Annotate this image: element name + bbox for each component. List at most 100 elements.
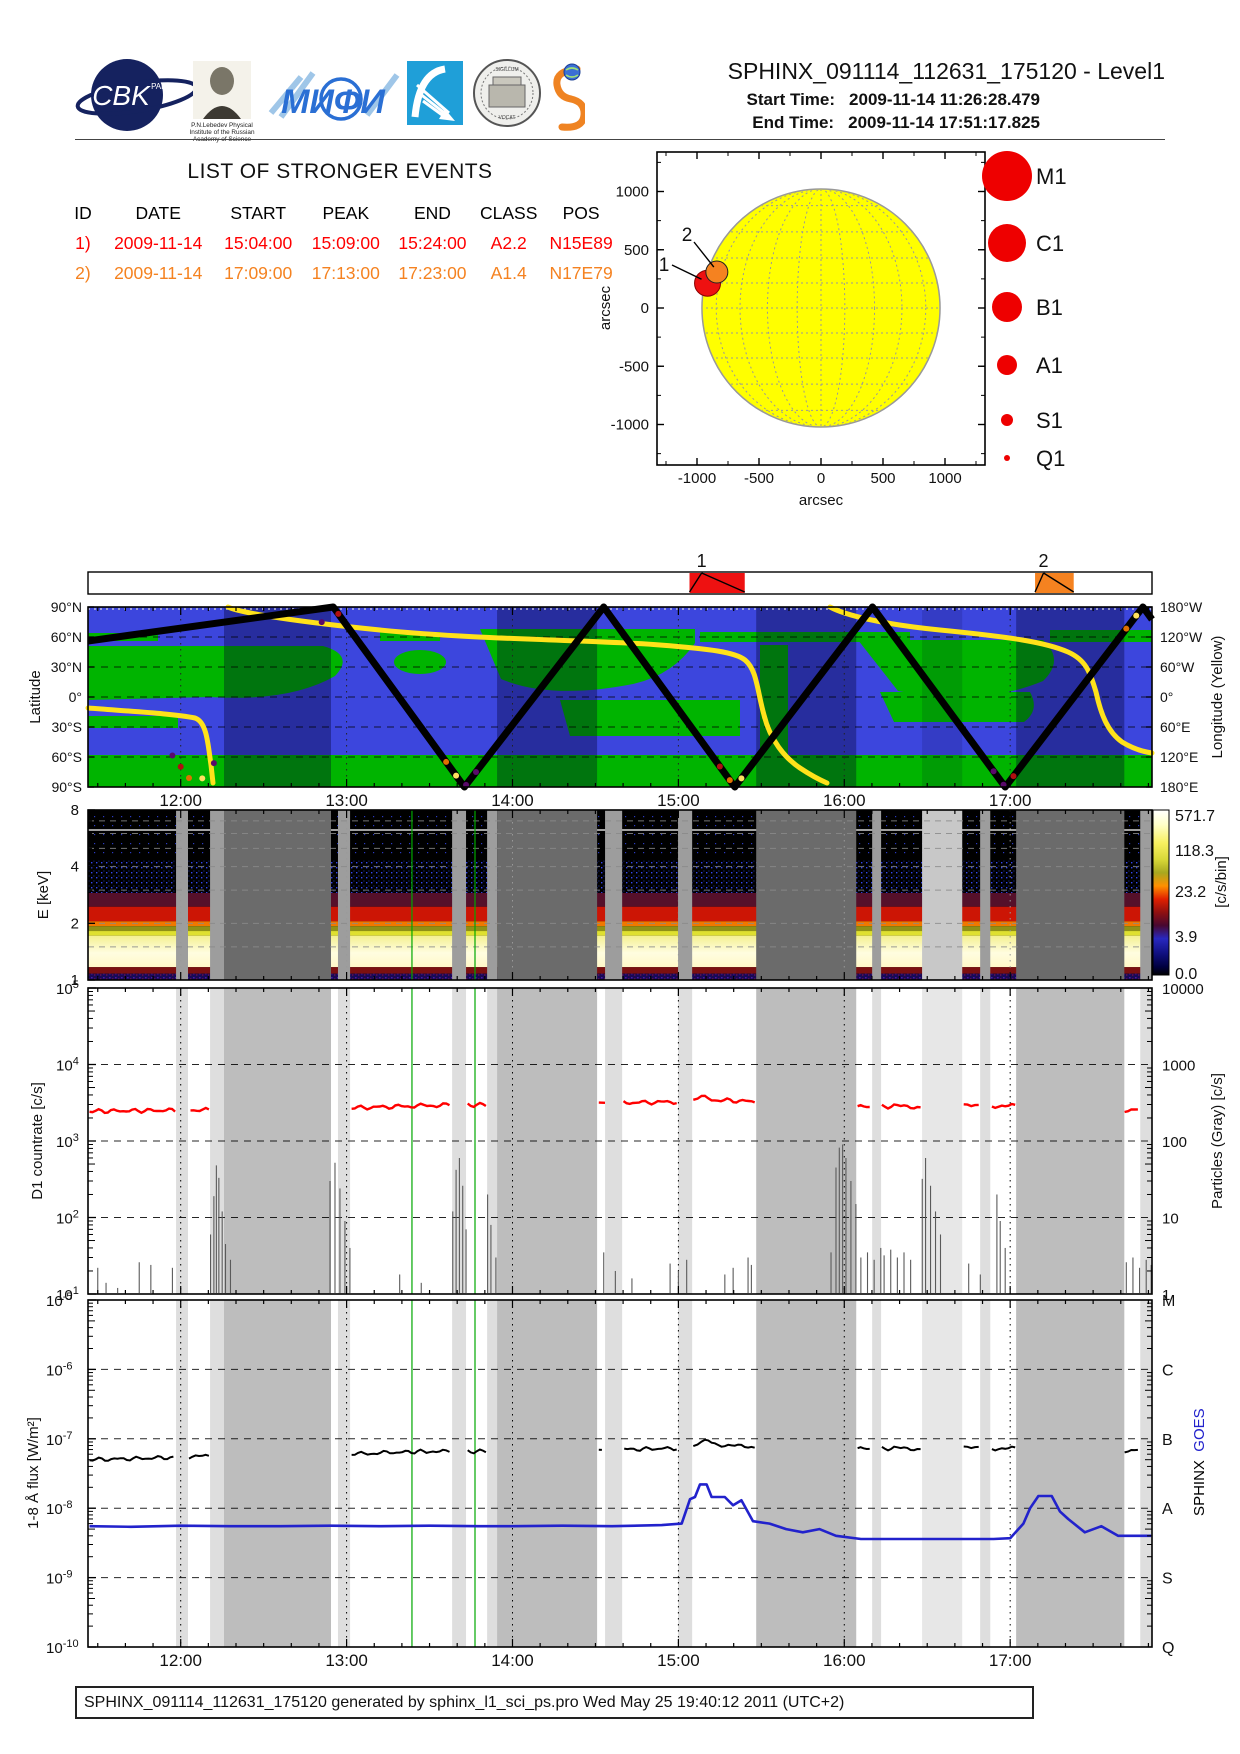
time-axis-label: 16:00 xyxy=(823,791,866,810)
lon-tick-label: 0° xyxy=(1160,689,1173,705)
end-time: End Time: 2009-11-14 17:51:17.825 xyxy=(640,113,1040,133)
seal-text-bottom: VOCAT xyxy=(499,115,516,121)
legend-circle-B1 xyxy=(992,292,1022,322)
colorbar-label: 23.2 xyxy=(1175,884,1206,901)
sun-ylabel: arcsec xyxy=(597,285,614,330)
orbit-panel: 90°N 60°N 30°N 0° 30°S 60°S 90°S 180°W 120°W 60°W… xyxy=(27,599,1226,810)
lat-tick-label: 30°S xyxy=(51,719,82,735)
pan-text: PAN xyxy=(151,82,167,91)
sphinx-flux-line xyxy=(89,1453,210,1462)
mephi-text: МИФИ xyxy=(281,83,386,121)
mephi-ring xyxy=(319,77,363,121)
d1-right-tick-label: 1 xyxy=(1162,1287,1170,1304)
data-gap-band xyxy=(980,1300,991,1647)
lebedev-caption: Institute of the Russian xyxy=(189,129,254,136)
timeseries-panels: 1 290°N60°N30°N0°30°S60°S90°S180°W120°W60… xyxy=(25,551,1230,1670)
arch-arrows xyxy=(416,83,450,119)
d1-countrate-line xyxy=(991,1102,1016,1110)
flux-frame xyxy=(87,1299,1153,1648)
goes-flux-line xyxy=(89,1483,1152,1541)
data-gap-band xyxy=(605,810,623,980)
flare-pointer-2 xyxy=(693,241,715,268)
colorbar-label: 3.9 xyxy=(1175,929,1197,946)
track-dot xyxy=(453,772,460,779)
flux-label-sphinx: SPHINX xyxy=(1191,1460,1208,1516)
legend-circle-Q1 xyxy=(1004,455,1010,461)
time-axis-label: 14:00 xyxy=(491,1651,534,1670)
data-gap-band xyxy=(337,1300,351,1647)
colorbar-unit: [c/s/bin] xyxy=(1213,856,1230,908)
legend-circle-M1 xyxy=(982,151,1032,201)
data-gap-band xyxy=(497,1300,598,1647)
d1-right-tick-label: 10000 xyxy=(1162,981,1204,998)
start-time-label: Start Time: xyxy=(746,90,836,109)
cbk-pan-logo: CBK PAN xyxy=(75,59,199,131)
data-gap-band xyxy=(1016,1300,1125,1647)
event-cell: 15:24:00 xyxy=(398,232,467,253)
sphinx-flux-line xyxy=(857,1445,921,1452)
time-axis-label: 12:00 xyxy=(159,791,202,810)
lon-tick-label: 60°E xyxy=(1160,719,1191,735)
data-gap-band xyxy=(980,810,991,980)
end-time-value: 2009-11-14 17:51:17.825 xyxy=(848,113,1040,132)
goes-class-letter-B: B xyxy=(1162,1432,1173,1449)
seal-roof xyxy=(492,76,522,86)
goes-class-letter-C: C xyxy=(1162,1362,1174,1379)
data-gap-band xyxy=(224,1300,332,1647)
colorbar-label: 118.3 xyxy=(1175,843,1214,860)
event-cell: 2009-11-14 xyxy=(114,262,203,283)
sphinx-logo xyxy=(553,63,585,131)
d1-right-label: Particles (Gray) [c/s] xyxy=(1209,1073,1226,1209)
goes-class-letter-Q: Q xyxy=(1162,1640,1174,1657)
event-cell: 2009-11-14 xyxy=(114,232,203,253)
data-gap-band xyxy=(678,810,693,980)
flux-panel: 10-5 10-6 10-7 10-8 10-9 10-10 M C B A S Q 1-8 Å flu… xyxy=(25,1291,1208,1670)
d1-ytick-label: 105 xyxy=(56,979,79,998)
flare-label-2: 2 xyxy=(682,225,693,246)
land xyxy=(88,716,178,728)
start-time-value: 2009-11-14 11:26:28.479 xyxy=(849,90,1040,109)
arch-arrowhead xyxy=(439,109,455,121)
lon-tick-label: 180°W xyxy=(1160,599,1203,615)
lon-tick-label: 60°W xyxy=(1160,659,1195,675)
flux-ytick-label: 10-5 xyxy=(46,1291,72,1310)
data-gap-band xyxy=(1140,1300,1153,1647)
land xyxy=(88,646,343,700)
longitude-seg xyxy=(225,604,830,786)
data-gap-band xyxy=(497,810,598,980)
sphinx-flux-line xyxy=(963,1445,979,1450)
events-col-start: START xyxy=(230,202,287,223)
legend-label-S1: S1 xyxy=(1036,408,1063,433)
event-cell: 15:04:00 xyxy=(224,232,293,253)
event-row-2: 2) 2009-11-14 17:09:00 17:13:00 17:23:00 A1.4… xyxy=(62,258,622,288)
longitude-seg xyxy=(85,705,216,786)
flux-ytick-label: 10-7 xyxy=(46,1430,72,1449)
particle-spikes xyxy=(97,1144,1152,1293)
footer-text: SPHINX_091114_112631_175120 generated by… xyxy=(84,1693,845,1711)
sphinx-flux-line xyxy=(1124,1448,1138,1454)
events-list-title: LIST OF STRONGER EVENTS xyxy=(187,160,493,183)
footer-box: SPHINX_091114_112631_175120 generated by… xyxy=(75,1686,1034,1719)
event-row-1: 1) 2009-11-14 15:04:00 15:09:00 15:24:00 A2.2… xyxy=(62,228,622,258)
spectrogram-panel: 8 4 2 1 E [keV] xyxy=(35,802,1153,989)
flux-ytick-label: 10-8 xyxy=(46,1499,72,1518)
sphinx-s-swirl xyxy=(553,65,585,131)
sun-y-tick-label: 1000 xyxy=(616,184,649,201)
track-dot xyxy=(177,763,184,770)
land xyxy=(394,650,446,674)
data-gap-band xyxy=(1140,810,1153,980)
data-gap-band xyxy=(756,1300,857,1647)
time-axis-label: 16:00 xyxy=(823,1651,866,1670)
d1-right-tick-label: 10 xyxy=(1162,1211,1179,1228)
track-dot xyxy=(990,768,997,775)
track-dot xyxy=(472,769,479,775)
d1-ytick-label: 103 xyxy=(56,1132,79,1151)
spec-ytick-label: 4 xyxy=(71,859,79,876)
event-cell: 17:09:00 xyxy=(224,262,293,283)
spec-colorbar: 571.7 118.3 23.2 3.9 0.0 [c/s/bin] xyxy=(1152,808,1230,983)
time-axis-label: 12:00 xyxy=(159,1651,202,1670)
data-gap-band xyxy=(337,810,351,980)
sun-x-tick-label: -1000 xyxy=(678,470,716,487)
legend-circle-C1 xyxy=(988,224,1026,262)
